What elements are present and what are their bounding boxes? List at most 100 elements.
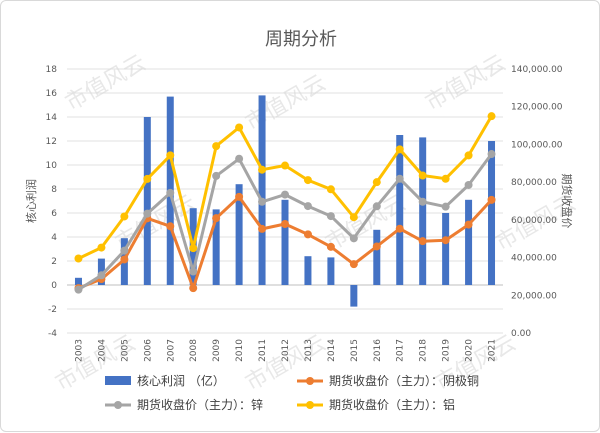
bar-2014	[327, 257, 335, 285]
x-tick-2012: 2012	[281, 339, 291, 362]
right-tick-100,000.00: 100,000.00	[511, 140, 563, 150]
line-point-0-2014	[326, 242, 335, 251]
bar-2010	[235, 184, 243, 285]
line-point-1-2018	[418, 197, 427, 206]
left-tick--4: -4	[48, 329, 57, 339]
bar-2003	[74, 277, 82, 285]
line-point-1-2020	[464, 180, 473, 189]
line-point-0-2018	[418, 237, 427, 246]
legend-item-1: 期货收盘价（主力）：阴极铜	[297, 373, 479, 388]
right-tick-0.00: 0.00	[511, 329, 531, 339]
line-point-1-2021	[487, 150, 496, 159]
legend-label-1: 期货收盘价（主力）：阴极铜	[329, 373, 479, 388]
left-tick-6: 6	[51, 209, 57, 219]
left-tick-8: 8	[51, 185, 57, 195]
x-tick-2011: 2011	[258, 339, 268, 362]
legend-swatch-0	[105, 376, 131, 385]
x-tick-2015: 2015	[350, 339, 360, 362]
x-tick-2013: 2013	[304, 339, 314, 362]
bar-series-core-profit	[74, 95, 496, 307]
left-tick-18: 18	[46, 65, 58, 75]
line-point-1-2008	[189, 267, 198, 276]
line-series-1	[74, 150, 496, 294]
line-point-2-2007	[166, 151, 175, 160]
x-tick-2016: 2016	[373, 339, 383, 362]
legend-item-2: 期货收盘价（主力）：锌	[105, 397, 263, 412]
line-point-0-2007	[166, 222, 175, 231]
legend-marker-3	[306, 401, 314, 409]
left-tick-2: 2	[51, 257, 57, 267]
bar-2021	[488, 141, 496, 285]
bar-2016	[373, 229, 381, 285]
right-axis-label: 期货收盘价	[560, 174, 574, 229]
legend-item-0: 核心利润 （亿）	[105, 373, 225, 388]
right-tick-80,000.00: 80,000.00	[511, 178, 557, 188]
line-point-1-2007	[166, 188, 175, 197]
x-tick-2006: 2006	[143, 339, 153, 362]
line-point-1-2014	[326, 212, 335, 221]
x-tick-2007: 2007	[166, 339, 176, 362]
left-tick-0: 0	[51, 281, 57, 291]
x-tick-2014: 2014	[327, 339, 337, 362]
line-point-0-2012	[281, 220, 289, 229]
x-tick-2004: 2004	[97, 339, 107, 362]
x-tick-2019: 2019	[442, 339, 452, 362]
line-point-2-2012	[281, 161, 289, 170]
line-point-2-2019	[441, 174, 450, 183]
line-point-2-2005	[120, 212, 129, 221]
bar-2013	[304, 256, 312, 285]
line-point-0-2010	[235, 192, 244, 201]
line-point-2-2011	[258, 165, 267, 174]
x-tick-2008: 2008	[189, 339, 199, 362]
line-point-2-2021	[487, 112, 496, 121]
left-tick-12: 12	[46, 137, 57, 147]
line-point-0-2013	[303, 230, 312, 239]
line-point-1-2005	[120, 246, 129, 255]
line-point-2-2015	[349, 213, 358, 222]
x-tick-2018: 2018	[419, 339, 429, 362]
line-series-group	[74, 112, 496, 294]
line-point-0-2017	[395, 224, 404, 233]
line-point-0-2020	[464, 220, 473, 229]
line-point-1-2016	[372, 202, 381, 211]
right-tick-140,000.00: 140,000.00	[511, 65, 563, 75]
bar-2012	[281, 199, 289, 285]
legend-label-3: 期货收盘价（主力）：铝	[329, 397, 455, 412]
line-point-1-2017	[395, 174, 404, 183]
line-point-2-2018	[418, 171, 427, 180]
line-point-1-2015	[349, 234, 358, 243]
line-point-2-2009	[212, 142, 221, 151]
line-point-2-2013	[303, 176, 312, 185]
left-tick-16: 16	[46, 89, 58, 99]
line-series-2	[74, 112, 496, 263]
left-axis-label: 核心利润	[24, 179, 38, 223]
line-point-0-2011	[258, 224, 267, 233]
x-tick-2017: 2017	[396, 339, 406, 362]
line-point-2-2020	[464, 151, 473, 160]
right-tick-20,000.00: 20,000.00	[511, 291, 557, 301]
x-tick-2005: 2005	[120, 339, 130, 362]
line-point-2-2017	[395, 145, 404, 154]
watermark-1: 市值风云	[242, 71, 331, 137]
left-tick-4: 4	[51, 233, 57, 243]
x-tick-2021: 2021	[488, 339, 498, 362]
bar-2009	[212, 209, 220, 285]
left-tick-14: 14	[46, 113, 58, 123]
line-point-1-2012	[281, 190, 289, 199]
x-tick-2020: 2020	[465, 339, 475, 362]
line-point-2-2014	[326, 185, 335, 194]
x-tick-2010: 2010	[235, 339, 245, 362]
line-point-0-2005	[120, 255, 129, 264]
legend-label-0: 核心利润 （亿）	[137, 373, 225, 388]
line-point-2-2003	[74, 254, 83, 263]
legend-label-2: 期货收盘价（主力）：锌	[137, 397, 263, 412]
line-point-2-2006	[143, 174, 152, 183]
legend-marker-2	[114, 401, 122, 409]
line-point-1-2004	[97, 271, 106, 280]
bar-2011	[258, 95, 266, 286]
bar-2019	[442, 213, 450, 285]
left-axis-ticks: -4 -2 0 2 4 6 8 10 12 14 16 18	[46, 65, 58, 339]
